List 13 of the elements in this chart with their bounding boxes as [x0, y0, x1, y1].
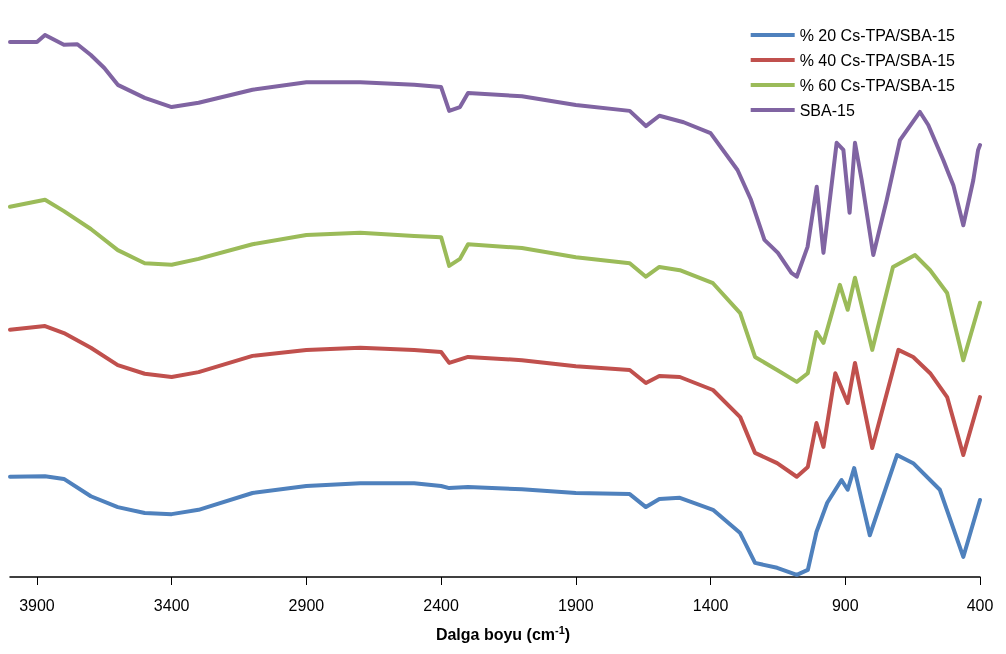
x-tick-label: 1900 — [558, 596, 594, 614]
legend-label: % 20 Cs-TPA/SBA-15 — [799, 26, 956, 44]
legend-label: % 40 Cs-TPA/SBA-15 — [799, 51, 956, 69]
legend-label: SBA-15 — [799, 101, 855, 119]
legend-label: % 60 Cs-TPA/SBA-15 — [799, 76, 956, 94]
x-tick-label: 3400 — [153, 596, 190, 614]
x-tick-label: 1400 — [692, 596, 729, 614]
x-tick-label: 3900 — [19, 596, 55, 614]
x-axis-title: Dalga boyu (cm$^{-1}$) — [434, 624, 572, 645]
x-tick-label: 900 — [831, 596, 859, 614]
x-tick-label: 2900 — [288, 596, 325, 614]
x-tick-label: 2400 — [423, 596, 460, 614]
x-tick-label: 400 — [966, 596, 994, 614]
